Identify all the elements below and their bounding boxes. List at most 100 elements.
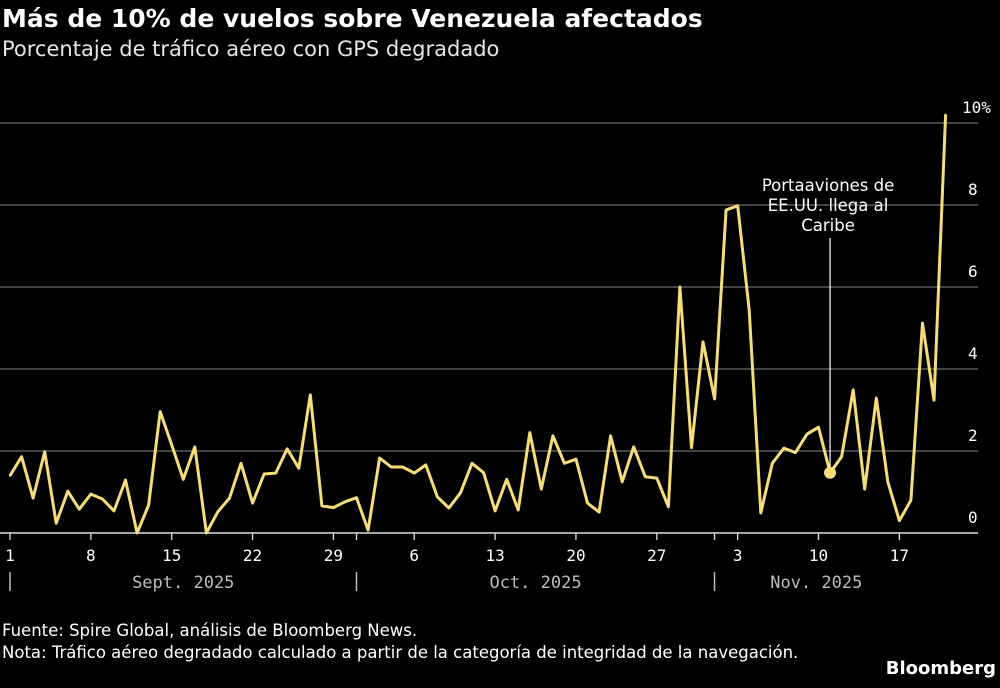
data-point bbox=[262, 472, 266, 476]
data-point bbox=[459, 491, 462, 495]
data-point bbox=[389, 465, 393, 469]
data-point bbox=[898, 519, 901, 522]
x-tick-label: 6 bbox=[409, 546, 419, 565]
data-point bbox=[863, 487, 866, 491]
data-point bbox=[135, 531, 139, 535]
data-point bbox=[43, 450, 46, 454]
data-point bbox=[482, 471, 485, 474]
data-point bbox=[574, 458, 578, 461]
data-point bbox=[158, 410, 162, 413]
y-tick-label: 0 bbox=[968, 508, 978, 527]
data-point bbox=[586, 501, 589, 505]
x-tick-label: 22 bbox=[243, 546, 262, 565]
data-point bbox=[101, 497, 104, 501]
data-point bbox=[447, 506, 451, 510]
month-label: Sept. 2025 bbox=[132, 573, 234, 593]
data-point bbox=[239, 462, 243, 465]
data-point bbox=[493, 509, 497, 513]
x-tick-label: 1 bbox=[5, 546, 15, 565]
data-point bbox=[609, 434, 612, 438]
data-point bbox=[724, 208, 728, 212]
data-point bbox=[620, 480, 624, 483]
data-point bbox=[886, 480, 889, 483]
data-point bbox=[817, 426, 820, 429]
series-line bbox=[8, 114, 948, 535]
data-point bbox=[805, 432, 809, 436]
x-tick-label: 17 bbox=[890, 546, 909, 565]
annotation-text: Portaaviones de bbox=[762, 176, 894, 195]
footnote: Nota: Tráfico aéreo degradado calculado … bbox=[2, 643, 799, 662]
data-point bbox=[401, 465, 404, 469]
data-point bbox=[78, 508, 81, 511]
data-point bbox=[505, 478, 508, 481]
annotation-text: Caribe bbox=[801, 216, 855, 235]
data-point bbox=[517, 508, 520, 512]
data-point bbox=[413, 471, 416, 475]
data-point bbox=[124, 478, 127, 482]
data-point bbox=[366, 528, 370, 532]
x-tick-label: 8 bbox=[86, 546, 96, 565]
data-point bbox=[205, 531, 208, 535]
source-note: Fuente: Spire Global, análisis de Bloomb… bbox=[2, 621, 418, 640]
data-point bbox=[424, 463, 427, 467]
data-point bbox=[320, 504, 324, 508]
data-point bbox=[20, 455, 23, 458]
data-point bbox=[89, 492, 93, 496]
data-point bbox=[736, 204, 739, 208]
data-point bbox=[343, 500, 347, 504]
data-point bbox=[436, 495, 439, 499]
data-point bbox=[8, 474, 12, 477]
data-point bbox=[470, 462, 474, 465]
line-chart: 0 2 4 6 8 10% 1 8 15 22 29 6 13 20 27 3 10 17 Sept. 2025 O… bbox=[0, 98, 991, 593]
data-point bbox=[932, 398, 936, 402]
data-point bbox=[551, 434, 555, 438]
data-point bbox=[332, 506, 335, 509]
x-tick-label: 15 bbox=[162, 546, 181, 565]
x-tick-label: 20 bbox=[566, 546, 585, 565]
data-point bbox=[147, 503, 150, 507]
data-point bbox=[667, 505, 670, 508]
month-label: Nov. 2025 bbox=[770, 573, 862, 593]
data-point bbox=[678, 285, 682, 289]
bloomberg-logo: Bloomberg bbox=[885, 658, 996, 679]
y-tick-label: 10% bbox=[962, 98, 991, 117]
y-tick-label: 4 bbox=[968, 344, 978, 363]
data-point bbox=[112, 509, 116, 513]
data-point bbox=[840, 455, 843, 458]
data-point bbox=[701, 340, 705, 344]
data-point bbox=[31, 496, 35, 500]
data-point bbox=[748, 308, 751, 312]
data-point bbox=[216, 510, 220, 513]
data-point bbox=[66, 489, 69, 493]
data-point bbox=[782, 446, 786, 450]
data-point bbox=[759, 511, 762, 515]
data-point bbox=[690, 446, 693, 449]
chart-title: Más de 10% de vuelos sobre Venezuela afe… bbox=[2, 4, 703, 33]
x-tick-label: 29 bbox=[324, 546, 343, 565]
month-label: Oct. 2025 bbox=[489, 573, 581, 593]
data-point bbox=[644, 475, 647, 479]
data-point bbox=[297, 467, 300, 470]
data-point bbox=[632, 445, 635, 449]
data-point bbox=[274, 471, 277, 475]
data-point bbox=[909, 499, 913, 502]
data-point bbox=[286, 447, 289, 451]
data-point bbox=[851, 388, 855, 392]
data-point bbox=[794, 451, 797, 454]
data-point bbox=[713, 397, 716, 401]
data-point bbox=[355, 496, 358, 499]
data-point bbox=[944, 113, 947, 117]
x-tick-label: 13 bbox=[485, 546, 504, 565]
data-point bbox=[771, 462, 774, 465]
data-point bbox=[55, 521, 58, 525]
data-point bbox=[170, 443, 173, 447]
annotation-marker bbox=[824, 466, 837, 479]
data-point bbox=[193, 445, 196, 449]
annotation-text: EE.UU. llega al bbox=[768, 196, 889, 215]
data-point bbox=[563, 462, 566, 465]
y-tick-label: 6 bbox=[968, 262, 978, 281]
data-point bbox=[182, 478, 185, 481]
data-point bbox=[597, 510, 601, 514]
x-tick-label: 10 bbox=[809, 546, 828, 565]
x-tick-label: 27 bbox=[647, 546, 666, 565]
